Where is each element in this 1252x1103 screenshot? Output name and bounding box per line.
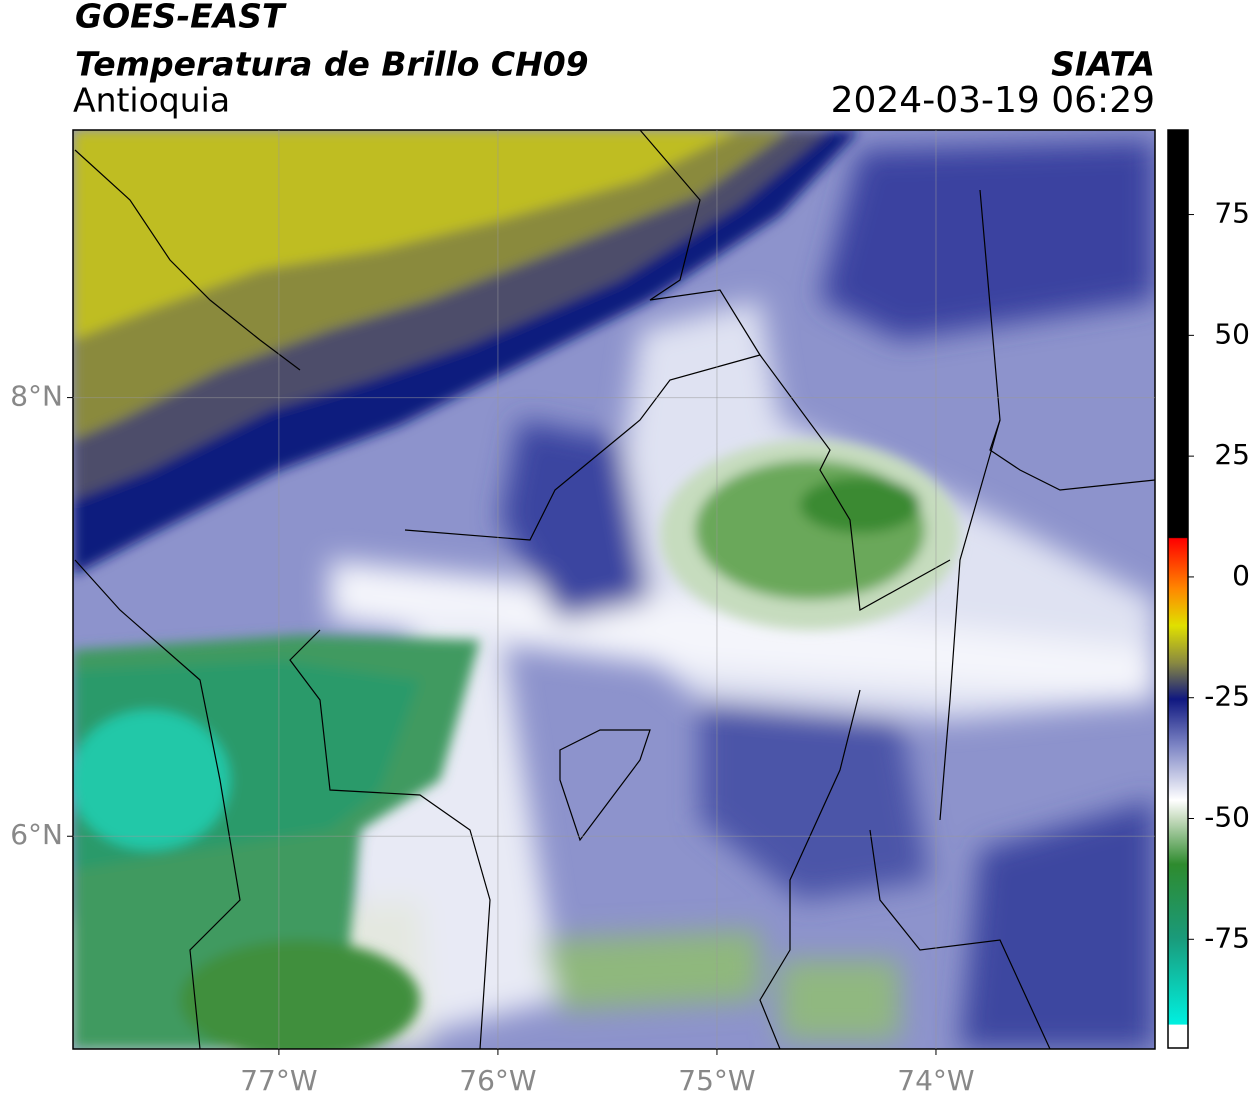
colorbar-tick-label: 75 — [1214, 197, 1250, 230]
colorbar — [1167, 129, 1189, 1049]
lat-tick-label: 6°N — [10, 818, 63, 851]
subtitle: Temperatura de Brillo CH09 — [75, 45, 589, 84]
region: Antioquia — [73, 81, 230, 120]
satellite-image — [73, 130, 1155, 1049]
title: GOES-EAST — [75, 0, 287, 36]
datetime: 2024-03-19 06:29 — [831, 80, 1155, 121]
colorbar-tick-label: -50 — [1204, 801, 1250, 834]
map-frame — [72, 129, 1156, 1050]
lon-tick-label: 74°W — [897, 1064, 974, 1097]
colorbar-tick-label: -25 — [1204, 680, 1250, 713]
lat-tick-label: 8°N — [10, 380, 63, 413]
lon-tick-label: 76°W — [459, 1064, 536, 1097]
lon-tick-label: 77°W — [240, 1064, 317, 1097]
lon-tick-label: 75°W — [678, 1064, 755, 1097]
colorbar-tick-label: 50 — [1214, 317, 1250, 350]
source: SIATA — [1051, 45, 1155, 84]
colorbar-tick-label: 0 — [1232, 559, 1250, 592]
colorbar-tick-label: -75 — [1204, 921, 1250, 954]
colorbar-tick-label: 25 — [1214, 438, 1250, 471]
